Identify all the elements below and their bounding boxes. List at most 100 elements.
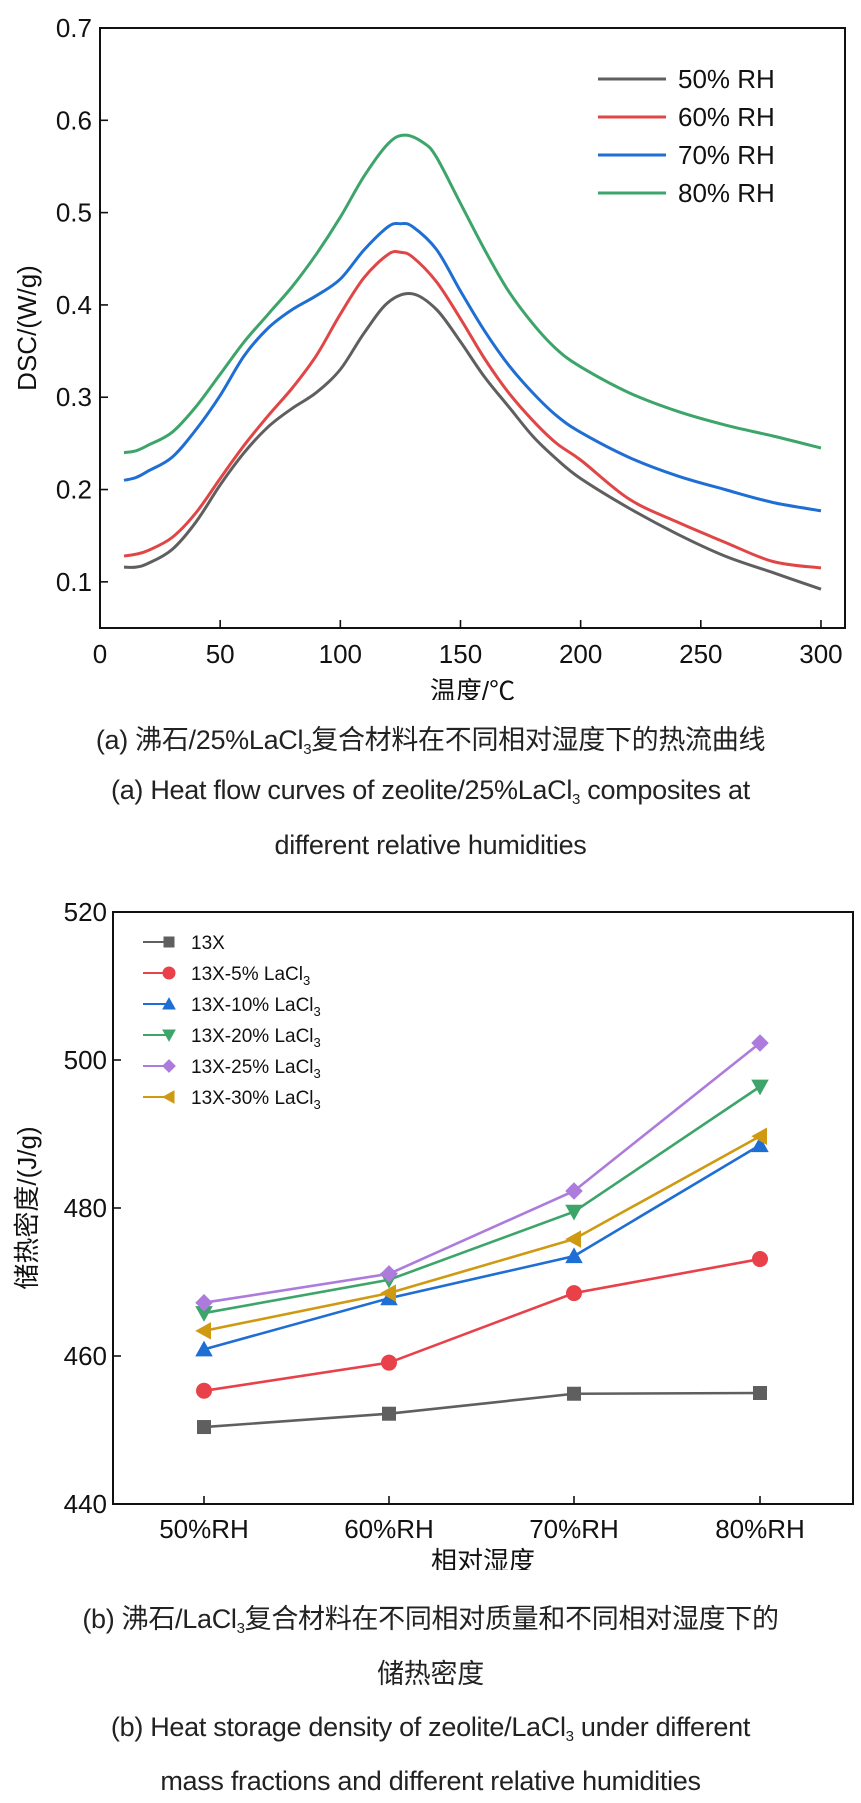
data-point-marker <box>751 1079 769 1096</box>
data-point-marker <box>380 1284 396 1302</box>
data-point-marker <box>195 1293 213 1312</box>
legend-swatch-marker <box>162 966 176 980</box>
legend-label: 80% RH <box>678 178 775 208</box>
data-point-marker <box>195 1340 213 1357</box>
caption-b-chinese-line2: 储热密度 <box>377 1659 484 1689</box>
series-line-60rh <box>123 249 822 570</box>
caption-a-cn-subscript: 3 <box>303 741 312 758</box>
legend-label: 50% RH <box>678 64 775 94</box>
data-point-marker <box>196 1382 212 1399</box>
y-tick-label: 0.5 <box>56 198 92 228</box>
caption-a-en-text-rest: composites at <box>580 775 750 805</box>
series-line <box>203 1391 761 1429</box>
y-tick-label: 0.7 <box>56 13 92 43</box>
legend-label: 13X-20% LaCl3 <box>191 1026 321 1050</box>
series-4 <box>195 1034 769 1312</box>
x-tick-label: 60%RH <box>344 1514 434 1544</box>
legend-swatch-marker <box>162 997 176 1010</box>
y-tick-label: 0.3 <box>56 382 92 412</box>
x-axis-label: 相对湿度 <box>431 1546 535 1570</box>
caption-b-english-line2: mass fractions and different relative hu… <box>160 1766 701 1796</box>
data-point-marker <box>752 1251 768 1268</box>
caption-b-en-text-rest: under different <box>573 1712 751 1742</box>
series-line <box>203 1135 761 1333</box>
y-tick-label: 440 <box>64 1489 107 1519</box>
series-line <box>203 1085 761 1315</box>
data-point-marker <box>565 1182 583 1200</box>
legend-label-subscript: 3 <box>303 973 310 988</box>
legend-label: 13X-10% LaCl3 <box>191 995 321 1019</box>
legend-label-subscript: 3 <box>314 1066 321 1081</box>
caption-b-cn-subscript: 3 <box>236 1620 245 1637</box>
caption-a-en-subscript: 3 <box>572 791 581 808</box>
series-line-80rh <box>123 133 822 455</box>
legend-label-subscript: 3 <box>314 1097 321 1112</box>
y-tick-label: 460 <box>64 1341 107 1371</box>
caption-a-english-line1: (a) Heat flow curves of zeolite/25%LaCl3… <box>0 775 861 808</box>
data-point-marker <box>381 1354 397 1371</box>
legend-label: 13X-25% LaCl3 <box>191 1057 321 1081</box>
legend-label: 13X-30% LaCl3 <box>191 1088 321 1112</box>
data-point-marker <box>565 1247 583 1264</box>
legend-label: 60% RH <box>678 102 775 132</box>
data-point-marker <box>380 1265 398 1283</box>
y-tick-label: 0.2 <box>56 475 92 505</box>
data-point-marker <box>382 1406 396 1421</box>
legend-label-subscript: 3 <box>314 1035 321 1050</box>
x-tick-label: 150 <box>439 639 482 669</box>
series-line-70rh <box>123 221 822 513</box>
data-point-marker <box>751 1136 769 1153</box>
caption-b-cn-text: (b) 沸石/LaCl <box>82 1604 237 1634</box>
series-5 <box>195 1127 767 1340</box>
series-1 <box>196 1251 768 1399</box>
x-tick-label: 50 <box>206 639 235 669</box>
data-point-marker <box>567 1386 581 1401</box>
y-tick-label: 0.1 <box>56 567 92 597</box>
legend-label-subscript: 3 <box>314 1004 321 1019</box>
y-axis-label: DSC/(W/g) <box>12 265 42 391</box>
y-tick-label: 500 <box>64 1045 107 1075</box>
data-point-marker <box>566 1285 582 1302</box>
data-point-marker <box>197 1420 211 1435</box>
legend-swatch-marker <box>163 936 175 948</box>
data-point-marker <box>751 1034 769 1052</box>
data-point-marker <box>195 1322 211 1340</box>
x-tick-label: 0 <box>93 639 107 669</box>
series-0 <box>197 1386 767 1435</box>
x-tick-label: 200 <box>559 639 602 669</box>
chart-b-heat-storage-density: 50%RH 60%RH 70%RH 80%RH 440 460 480 500 520 相对湿度 储… <box>12 897 854 1570</box>
y-tick-label: 0.6 <box>56 105 92 135</box>
legend-label: 70% RH <box>678 140 775 170</box>
x-tick-label: 250 <box>679 639 722 669</box>
series-line <box>203 1143 761 1351</box>
x-axis-label: 温度/℃ <box>430 676 515 700</box>
y-tick-label: 520 <box>64 897 107 927</box>
plot-frame <box>99 27 846 629</box>
caption-b-chinese-line1: (b) 沸石/LaCl3复合材料在不同相对质量和不同相对湿度下的 <box>0 1597 861 1637</box>
caption-a-en-text: (a) Heat flow curves of zeolite/25%LaCl <box>111 775 573 805</box>
series-line <box>203 1041 761 1305</box>
caption-b-english-line1: (b) Heat storage density of zeolite/LaCl… <box>0 1712 861 1745</box>
x-tick-label: 100 <box>319 639 362 669</box>
legend-label: 13X-5% LaCl3 <box>191 964 310 988</box>
caption-a-cn-text-rest: 复合材料在不同相对湿度下的热流曲线 <box>311 725 766 755</box>
series-line-50rh <box>123 292 822 591</box>
y-tick-label: 0.4 <box>56 290 92 320</box>
caption-b-en-subscript: 3 <box>565 1728 574 1745</box>
legend-swatch-marker <box>162 1059 176 1073</box>
data-point-marker <box>751 1127 767 1145</box>
data-point-marker <box>565 1230 581 1248</box>
x-tick-label: 300 <box>799 639 842 669</box>
legend-label: 13X <box>191 933 225 954</box>
series-3 <box>195 1079 769 1322</box>
x-tick-label: 80%RH <box>715 1514 805 1544</box>
legend-swatch-marker <box>162 1029 176 1042</box>
caption-b-en-text: (b) Heat storage density of zeolite/LaCl <box>110 1712 566 1742</box>
caption-a-english-line2: different relative humidities <box>274 830 587 860</box>
x-tick-label: 70%RH <box>529 1514 619 1544</box>
y-axis-label: 储热密度/(J/g) <box>12 1126 42 1289</box>
x-tick-label: 50%RH <box>159 1514 249 1544</box>
caption-a-cn-text: (a) 沸石/25%LaCl <box>95 725 304 755</box>
data-point-marker <box>753 1386 767 1400</box>
legend-swatch-marker <box>162 1090 175 1104</box>
